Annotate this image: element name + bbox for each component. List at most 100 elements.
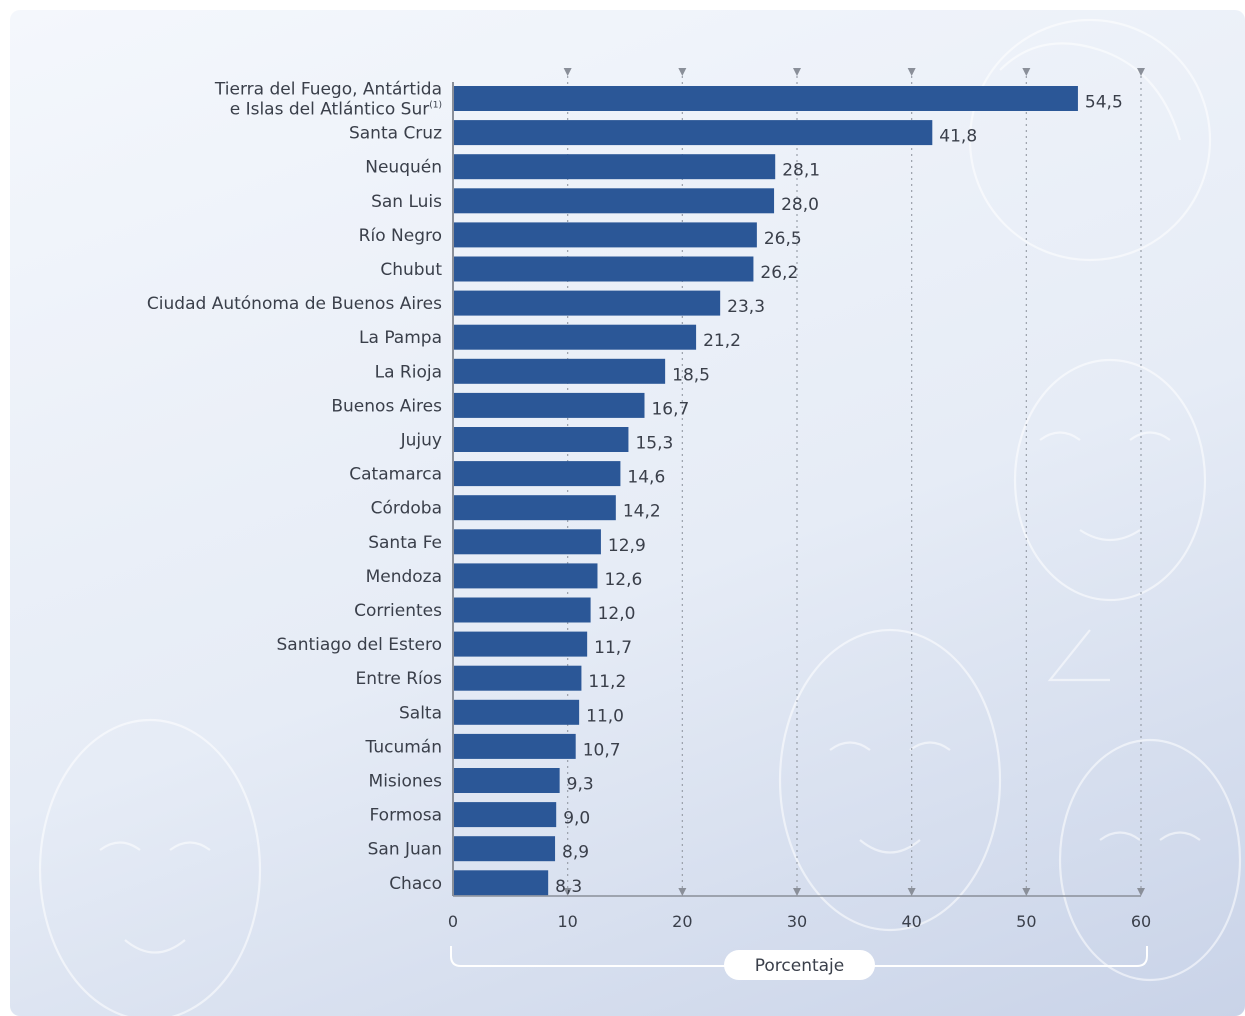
bars [454,86,1078,896]
x-tick-label-3: 30 [787,912,807,931]
gridline-top-marker-6 [1137,68,1145,76]
value-label-10: 15,3 [635,434,673,454]
bar-6 [454,290,721,316]
x-axis-title: Porcentaje [755,956,845,976]
gridline-top-marker-4 [907,68,916,76]
bar-12 [454,495,616,521]
value-label-1: 41,8 [939,127,977,147]
category-label-15: Corrientes [354,601,442,621]
category-label-0-line-1: Tierra del Fuego, Antártida [214,80,442,100]
value-label-23: 8,3 [555,877,582,897]
value-label-19: 10,7 [583,740,621,760]
value-label-21: 9,0 [563,809,590,829]
value-label-3: 28,0 [781,195,819,215]
value-label-7: 21,2 [703,331,741,351]
value-label-14: 12,6 [604,570,642,590]
x-tick-label-5: 50 [1016,912,1036,931]
category-label-10: Jujuy [400,431,442,451]
category-label-1: Santa Cruz [349,124,442,144]
chart-panel: Tierra del Fuego, Antártida e Islas del A… [10,10,1245,1016]
category-label-11: Catamarca [349,465,442,485]
gridline-bottom-marker-4 [907,888,916,896]
category-label-16: Santiago del Estero [276,635,442,655]
gridline-top-marker-3 [793,68,801,76]
value-label-18: 11,0 [586,706,624,726]
value-labels: 54,5 41,8 28,1 28,0 26,5 26,2 23,3 21,2 18,5 16,7… [555,93,1123,897]
category-label-0-line-2: e Islas del Atlántico Sur(1) [230,100,442,120]
bar-17 [454,665,582,691]
category-label-14: Mendoza [366,567,442,587]
value-label-9: 16,7 [651,399,689,419]
bar-5 [454,256,754,282]
category-label-13: Santa Fe [368,533,442,553]
bar-21 [454,802,557,828]
x-tick-label-1: 10 [557,912,577,931]
bar-13 [454,529,601,555]
footnote-marker: (1) [429,101,442,111]
category-label-22: San Juan [368,840,442,860]
bar-16 [454,631,588,657]
value-label-5: 26,2 [760,263,798,283]
x-axis-title-pill [724,950,875,980]
category-label-20: Misiones [369,772,443,792]
bar-0 [454,86,1078,111]
value-label-6: 23,3 [727,297,765,317]
category-label-21: Formosa [370,806,443,826]
x-tick-label-2: 20 [672,912,692,931]
bar-1 [454,120,933,146]
gridline-top-marker-1 [563,68,572,76]
gridline-top-marker-5 [1022,68,1031,76]
value-label-22: 8,9 [562,843,589,863]
bar-19 [454,733,576,759]
bar-2 [454,154,776,180]
bar-9 [454,392,645,418]
category-label-19: Tucumán [365,737,442,757]
category-label-4: Río Negro [359,226,442,246]
category-label-7: La Pampa [359,328,442,348]
bar-20 [454,768,560,793]
gridline-bottom-marker-1 [563,888,572,896]
category-label-18: Salta [399,703,442,723]
bar-10 [454,427,629,452]
value-label-12: 14,2 [623,502,661,522]
bar-3 [454,188,775,214]
bar-4 [454,222,757,248]
bar-14 [454,563,598,589]
value-label-0: 54,5 [1085,93,1123,113]
bar-8 [454,358,666,384]
x-tick-label-6: 60 [1131,912,1151,931]
category-label-9: Buenos Aires [331,396,442,416]
value-label-15: 12,0 [598,604,636,624]
category-label-23: Chaco [389,874,442,894]
gridline-bottom-marker-6 [1137,888,1145,896]
bar-11 [454,461,621,487]
category-label-2: Neuquén [365,158,442,178]
value-label-2: 28,1 [782,161,820,181]
value-label-4: 26,5 [764,229,802,249]
gridline-bottom-marker-2 [678,888,687,896]
value-label-8: 18,5 [672,365,710,385]
value-label-20: 9,3 [567,775,594,795]
bar-23 [454,870,549,896]
category-label-5: Chubut [380,260,442,280]
category-label-6: Ciudad Autónoma de Buenos Aires [147,294,442,314]
x-tick-label-4: 40 [901,912,921,931]
gridline-bottom-marker-5 [1022,888,1031,896]
x-tick-label-0: 0 [448,912,458,931]
x-axis-ticks: 0 10 20 30 40 50 60 [448,895,1151,931]
bar-15 [454,597,591,623]
bar-18 [454,699,580,725]
value-label-13: 12,9 [608,536,646,556]
value-label-16: 11,7 [594,638,632,658]
value-label-17: 11,2 [588,672,626,692]
bar-7 [454,324,697,350]
category-label-17: Entre Ríos [356,669,443,689]
gridline-bottom-marker-3 [793,888,801,896]
value-label-11: 14,6 [627,468,665,488]
category-label-3: San Luis [371,192,442,212]
background-faces-decoration [38,18,1242,1016]
gridline-top-marker-2 [678,68,687,76]
category-label-12: Córdoba [371,499,442,519]
